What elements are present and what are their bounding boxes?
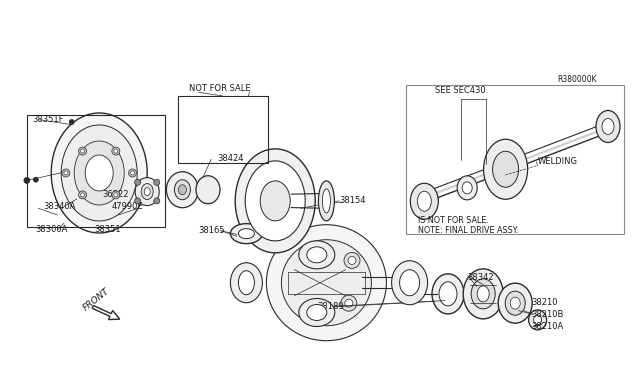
Ellipse shape	[179, 185, 186, 195]
Ellipse shape	[510, 297, 520, 309]
Ellipse shape	[348, 256, 356, 264]
Ellipse shape	[114, 193, 118, 197]
Text: IS NOT FOR SALE.: IS NOT FOR SALE.	[418, 216, 489, 225]
Text: 38210: 38210	[531, 298, 557, 307]
Circle shape	[24, 177, 30, 183]
Ellipse shape	[129, 169, 136, 177]
Ellipse shape	[64, 171, 68, 175]
Ellipse shape	[462, 182, 472, 194]
Bar	[406, 85, 624, 234]
Ellipse shape	[299, 241, 335, 269]
Ellipse shape	[432, 274, 464, 314]
Circle shape	[537, 323, 542, 328]
Text: 38340A: 38340A	[44, 202, 76, 211]
Bar	[27, 115, 165, 227]
Text: WELDING: WELDING	[538, 157, 577, 166]
Circle shape	[69, 119, 74, 125]
Ellipse shape	[260, 181, 290, 221]
Ellipse shape	[266, 225, 387, 341]
Text: NOTE: FINAL DRIVE ASSY.: NOTE: FINAL DRIVE ASSY.	[418, 226, 518, 235]
Text: 38210A: 38210A	[531, 322, 563, 331]
Text: NOT FOR SALE: NOT FOR SALE	[189, 84, 250, 93]
Ellipse shape	[112, 147, 120, 155]
Text: 47990E: 47990E	[112, 202, 143, 211]
Ellipse shape	[134, 198, 141, 204]
Text: 38165: 38165	[198, 226, 225, 235]
Ellipse shape	[202, 182, 214, 198]
Ellipse shape	[534, 315, 541, 325]
Ellipse shape	[245, 161, 305, 241]
Ellipse shape	[134, 179, 141, 185]
Ellipse shape	[299, 298, 335, 327]
Ellipse shape	[340, 295, 357, 311]
Ellipse shape	[51, 113, 147, 233]
Ellipse shape	[463, 269, 503, 319]
Ellipse shape	[154, 198, 160, 204]
Ellipse shape	[602, 118, 614, 135]
Ellipse shape	[174, 176, 191, 187]
Ellipse shape	[238, 271, 254, 295]
Circle shape	[33, 177, 38, 182]
Ellipse shape	[344, 252, 360, 269]
Ellipse shape	[399, 270, 420, 296]
Ellipse shape	[307, 304, 327, 321]
Ellipse shape	[410, 183, 438, 219]
Ellipse shape	[493, 151, 518, 187]
Ellipse shape	[61, 125, 137, 221]
Text: SEE SEC430: SEE SEC430	[435, 86, 486, 94]
Ellipse shape	[484, 139, 527, 199]
Ellipse shape	[131, 171, 134, 175]
Ellipse shape	[439, 282, 457, 306]
Text: 38424: 38424	[218, 154, 244, 163]
Text: FRONT: FRONT	[82, 286, 112, 312]
Text: 38351: 38351	[95, 225, 122, 234]
Ellipse shape	[81, 149, 84, 153]
Ellipse shape	[79, 147, 86, 155]
Ellipse shape	[457, 176, 477, 200]
Ellipse shape	[238, 229, 254, 238]
Bar	[178, 96, 268, 163]
Text: 38189: 38189	[317, 302, 344, 311]
Ellipse shape	[529, 310, 547, 330]
Ellipse shape	[318, 181, 334, 221]
Text: R380000K: R380000K	[557, 76, 596, 84]
Ellipse shape	[282, 240, 371, 326]
Ellipse shape	[144, 187, 150, 196]
Ellipse shape	[498, 283, 532, 323]
Text: 38210B: 38210B	[531, 310, 564, 319]
Ellipse shape	[135, 177, 159, 206]
Ellipse shape	[323, 189, 330, 213]
Ellipse shape	[230, 224, 262, 244]
Ellipse shape	[166, 172, 198, 208]
Ellipse shape	[345, 299, 353, 307]
Ellipse shape	[471, 279, 495, 309]
Ellipse shape	[112, 191, 120, 199]
Ellipse shape	[505, 291, 525, 315]
Text: 38154: 38154	[339, 196, 365, 205]
Ellipse shape	[154, 179, 160, 185]
Ellipse shape	[114, 149, 118, 153]
Ellipse shape	[85, 155, 113, 191]
Text: 36522: 36522	[102, 190, 129, 199]
Ellipse shape	[79, 191, 86, 199]
Ellipse shape	[62, 169, 70, 177]
Ellipse shape	[596, 110, 620, 142]
Ellipse shape	[307, 247, 327, 263]
Ellipse shape	[477, 286, 489, 302]
Ellipse shape	[235, 149, 315, 253]
Ellipse shape	[74, 141, 124, 205]
Ellipse shape	[141, 183, 153, 200]
Ellipse shape	[174, 192, 191, 204]
Ellipse shape	[230, 263, 262, 303]
Text: 38342: 38342	[467, 273, 494, 282]
Ellipse shape	[196, 176, 220, 204]
Ellipse shape	[174, 180, 191, 200]
Ellipse shape	[417, 191, 431, 211]
Ellipse shape	[81, 193, 84, 197]
Text: 38351F: 38351F	[32, 115, 63, 124]
Ellipse shape	[392, 261, 428, 305]
Text: 38300A: 38300A	[35, 225, 68, 234]
